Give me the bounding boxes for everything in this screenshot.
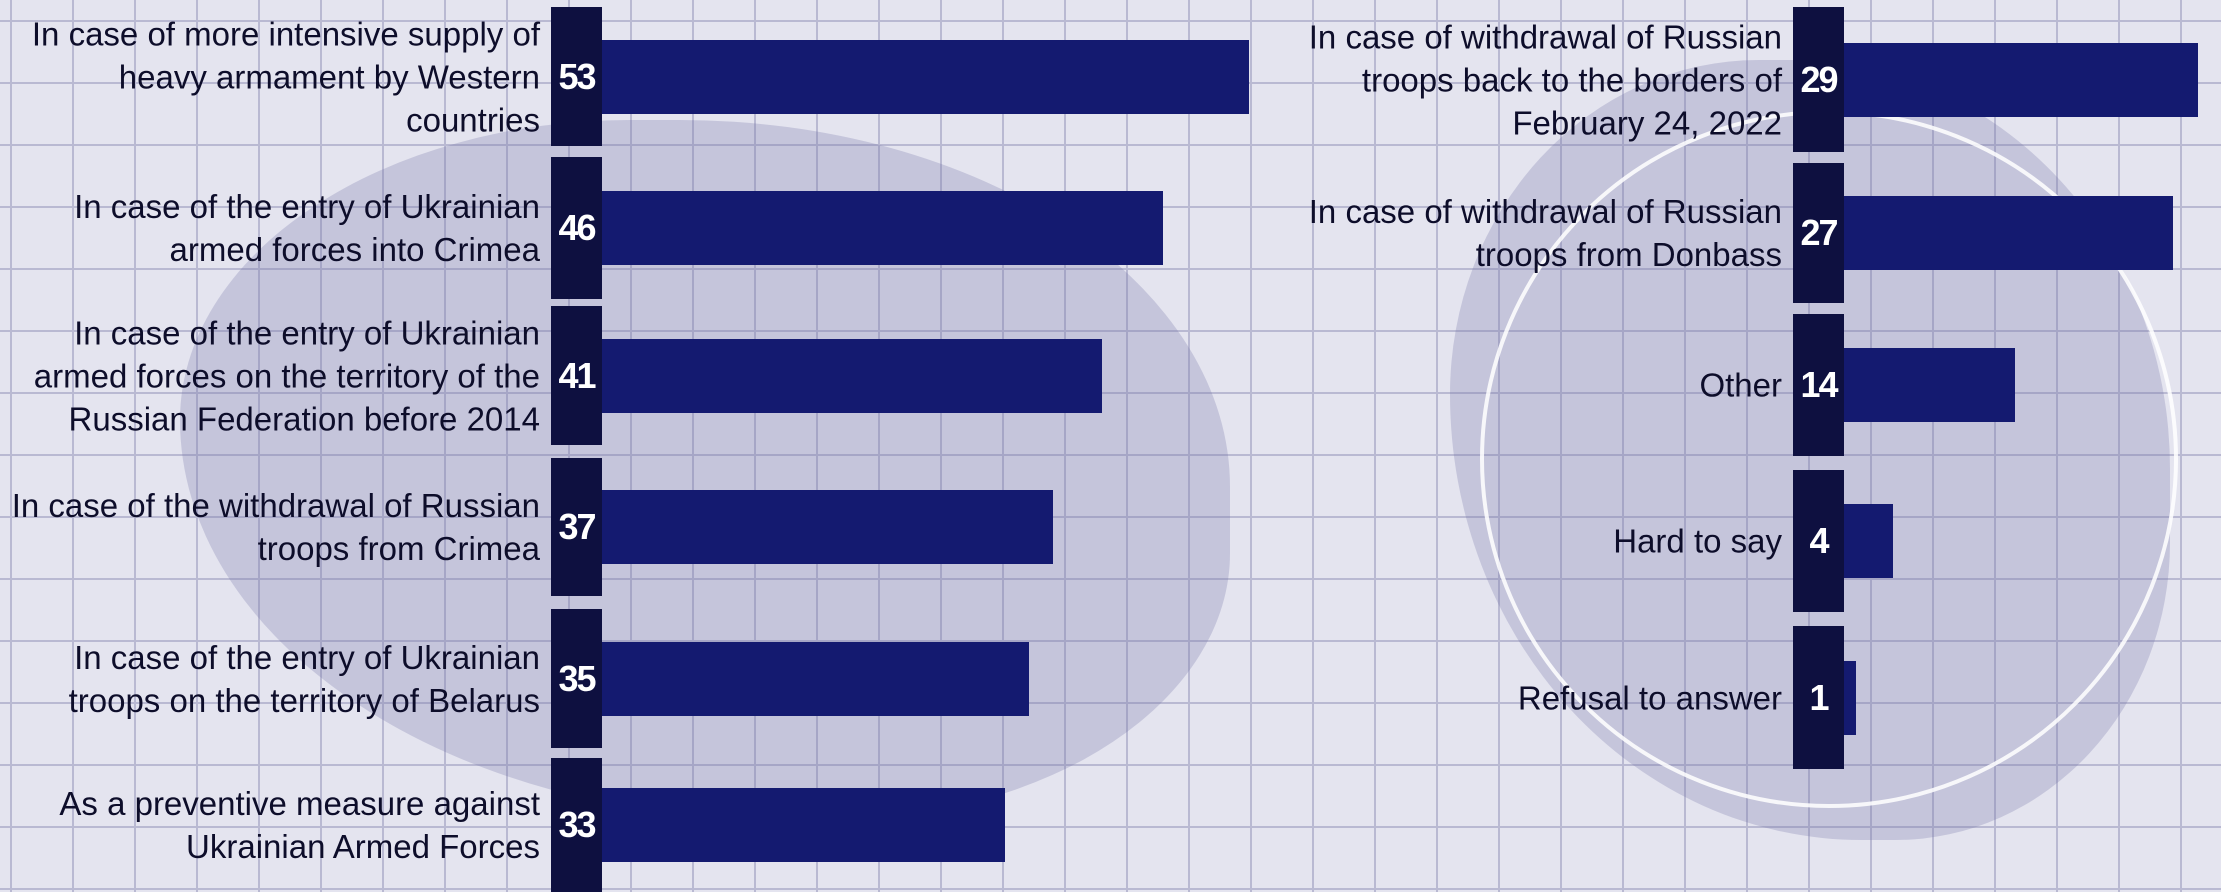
- category-label: In case of the withdrawal of Russian tro…: [11, 487, 540, 567]
- value-box: 35: [551, 609, 602, 748]
- category-label: In case of withdrawal of Russian troops …: [1308, 193, 1782, 273]
- value-label: 53: [558, 55, 596, 97]
- value-label: 14: [1800, 364, 1838, 405]
- bar: [1844, 660, 1857, 735]
- value-label: 37: [558, 506, 596, 547]
- value-label: 33: [558, 804, 596, 845]
- category-label: Refusal to answer: [1517, 679, 1782, 716]
- category-label: As a preventive measure against Ukrainia…: [59, 785, 540, 865]
- value-box: 46: [551, 157, 602, 299]
- value-box: 1: [1793, 626, 1844, 769]
- value-label: 35: [558, 657, 596, 699]
- value-box: 29: [1793, 7, 1844, 152]
- value-box: 41: [551, 306, 602, 445]
- bar: [602, 338, 1103, 413]
- value-box: 53: [551, 7, 602, 146]
- category-label: In case of the entry of Ukrainian armed …: [74, 188, 540, 268]
- bar: [1844, 504, 1893, 578]
- value-label: 4: [1809, 520, 1829, 561]
- value-box: 33: [551, 758, 602, 892]
- bar: [602, 788, 1005, 862]
- category-label: In case of withdrawal of Russian troops …: [1308, 18, 1782, 141]
- category-label: In case of the entry of Ukrainian troops…: [68, 638, 540, 719]
- category-label: In case of the entry of Ukrainian armed …: [33, 314, 540, 437]
- bar: [1844, 42, 2198, 117]
- value-box: 27: [1793, 163, 1844, 303]
- category-label: In case of more intensive supply of heav…: [31, 15, 540, 138]
- value-box: 14: [1793, 314, 1844, 456]
- bar: [602, 490, 1054, 564]
- category-label: Other: [1699, 366, 1782, 404]
- bar: [602, 641, 1029, 716]
- bar: [1844, 196, 2174, 270]
- bar: [602, 191, 1164, 265]
- category-label: Hard to say: [1613, 522, 1782, 560]
- bar: [602, 39, 1249, 114]
- value-label: 1: [1809, 676, 1829, 718]
- bar: [1844, 348, 2015, 422]
- value-label: 46: [558, 207, 596, 248]
- value-box: 4: [1793, 470, 1844, 612]
- value-label: 41: [558, 354, 596, 396]
- value-box: 37: [551, 458, 602, 596]
- value-label: 29: [1800, 58, 1838, 100]
- value-label: 27: [1800, 212, 1838, 253]
